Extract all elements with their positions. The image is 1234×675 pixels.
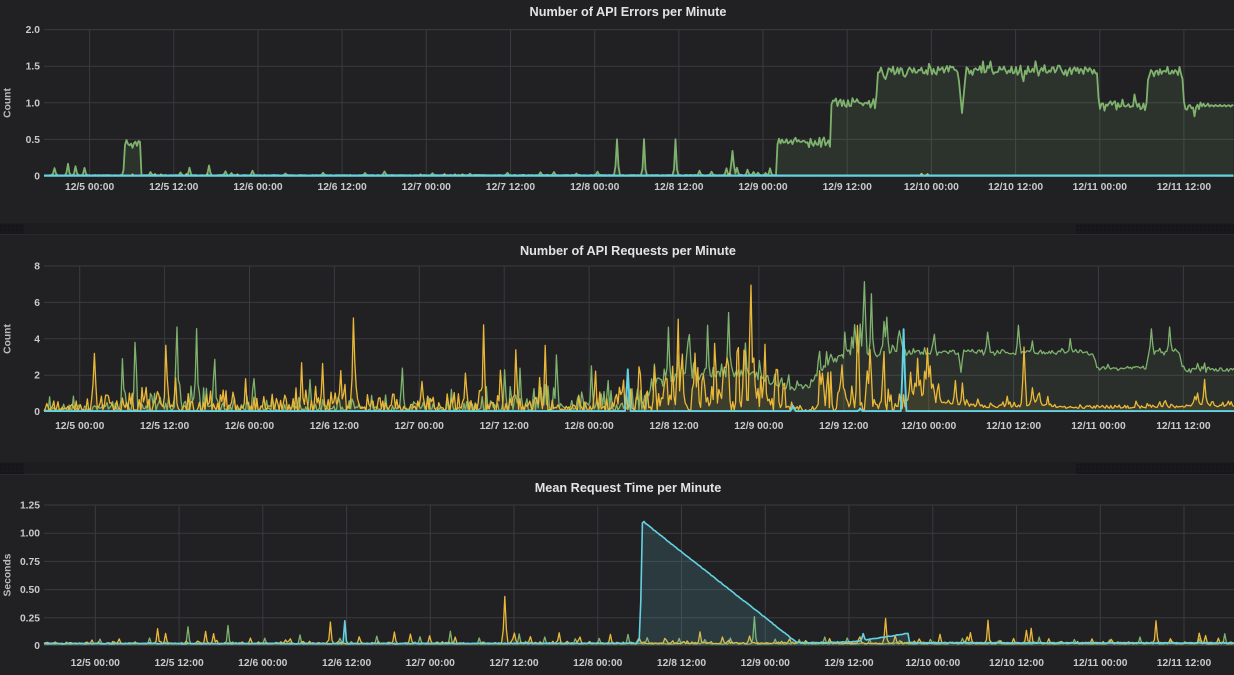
svg-text:12/9 12:00: 12/9 12:00 [824, 658, 874, 669]
svg-text:12/11 12:00: 12/11 12:00 [1157, 658, 1212, 669]
svg-text:Number of API Errors per Minut: Number of API Errors per Minute [530, 5, 727, 19]
svg-text:Count: Count [3, 88, 14, 118]
svg-text:1.5: 1.5 [26, 62, 41, 73]
svg-text:0.25: 0.25 [20, 613, 40, 624]
svg-text:12/7 12:00: 12/7 12:00 [486, 182, 536, 193]
svg-text:12/7 00:00: 12/7 00:00 [402, 182, 452, 193]
svg-text:12/8 00:00: 12/8 00:00 [573, 658, 623, 669]
svg-text:12/7 00:00: 12/7 00:00 [395, 421, 445, 432]
svg-text:4: 4 [34, 334, 40, 345]
svg-text:1.00: 1.00 [20, 529, 40, 540]
svg-text:12/5 00:00: 12/5 00:00 [71, 658, 121, 669]
svg-text:12/9 00:00: 12/9 00:00 [738, 182, 788, 193]
svg-text:1.0: 1.0 [26, 98, 41, 109]
svg-text:Seconds: Seconds [3, 553, 14, 596]
svg-text:12/8 12:00: 12/8 12:00 [657, 658, 707, 669]
svg-text:12/5 12:00: 12/5 12:00 [140, 421, 190, 432]
svg-text:12/6 00:00: 12/6 00:00 [233, 182, 283, 193]
svg-text:12/7 12:00: 12/7 12:00 [489, 658, 539, 669]
svg-text:0: 0 [34, 172, 40, 183]
svg-text:12/8 12:00: 12/8 12:00 [654, 182, 704, 193]
svg-text:2.0: 2.0 [26, 25, 41, 36]
svg-text:0: 0 [34, 641, 40, 652]
svg-text:12/10 00:00: 12/10 00:00 [905, 658, 960, 669]
svg-text:12/6 12:00: 12/6 12:00 [317, 182, 367, 193]
svg-text:12/8 00:00: 12/8 00:00 [570, 182, 620, 193]
svg-text:8: 8 [34, 262, 40, 273]
svg-text:12/11 12:00: 12/11 12:00 [1156, 421, 1211, 432]
svg-text:12/8 12:00: 12/8 12:00 [649, 421, 699, 432]
svg-text:12/6 12:00: 12/6 12:00 [310, 421, 360, 432]
svg-text:12/8 00:00: 12/8 00:00 [564, 421, 614, 432]
svg-text:1.25: 1.25 [20, 501, 40, 512]
svg-text:Mean Request Time per Minute: Mean Request Time per Minute [535, 481, 722, 495]
svg-text:12/9 00:00: 12/9 00:00 [741, 658, 791, 669]
svg-text:12/9 12:00: 12/9 12:00 [819, 421, 869, 432]
svg-text:12/5 12:00: 12/5 12:00 [154, 658, 204, 669]
svg-text:12/5 00:00: 12/5 00:00 [55, 421, 105, 432]
svg-text:12/7 00:00: 12/7 00:00 [406, 658, 456, 669]
svg-text:12/9 00:00: 12/9 00:00 [734, 421, 784, 432]
svg-text:12/5 00:00: 12/5 00:00 [65, 182, 115, 193]
svg-text:12/7 12:00: 12/7 12:00 [480, 421, 530, 432]
svg-text:12/10 00:00: 12/10 00:00 [904, 182, 959, 193]
svg-text:0: 0 [34, 407, 40, 418]
svg-text:6: 6 [34, 298, 40, 309]
svg-text:12/9 12:00: 12/9 12:00 [823, 182, 873, 193]
svg-text:0.75: 0.75 [20, 557, 40, 568]
svg-text:12/6 00:00: 12/6 00:00 [225, 421, 275, 432]
svg-text:2: 2 [34, 371, 40, 382]
svg-text:12/10 12:00: 12/10 12:00 [988, 182, 1043, 193]
svg-text:Count: Count [3, 324, 14, 354]
svg-text:12/5 12:00: 12/5 12:00 [149, 182, 199, 193]
svg-text:12/11 12:00: 12/11 12:00 [1157, 182, 1212, 193]
svg-text:12/11 00:00: 12/11 00:00 [1073, 658, 1128, 669]
svg-text:12/10 12:00: 12/10 12:00 [986, 421, 1041, 432]
svg-text:12/11 00:00: 12/11 00:00 [1073, 182, 1128, 193]
svg-text:0.50: 0.50 [20, 585, 40, 596]
svg-text:Number of API Requests per Min: Number of API Requests per Minute [520, 244, 736, 258]
svg-text:12/11 00:00: 12/11 00:00 [1071, 421, 1126, 432]
svg-text:12/10 00:00: 12/10 00:00 [901, 421, 956, 432]
svg-text:0.5: 0.5 [26, 135, 41, 146]
svg-text:12/10 12:00: 12/10 12:00 [989, 658, 1044, 669]
svg-text:12/6 00:00: 12/6 00:00 [238, 658, 288, 669]
svg-text:12/6 12:00: 12/6 12:00 [322, 658, 372, 669]
